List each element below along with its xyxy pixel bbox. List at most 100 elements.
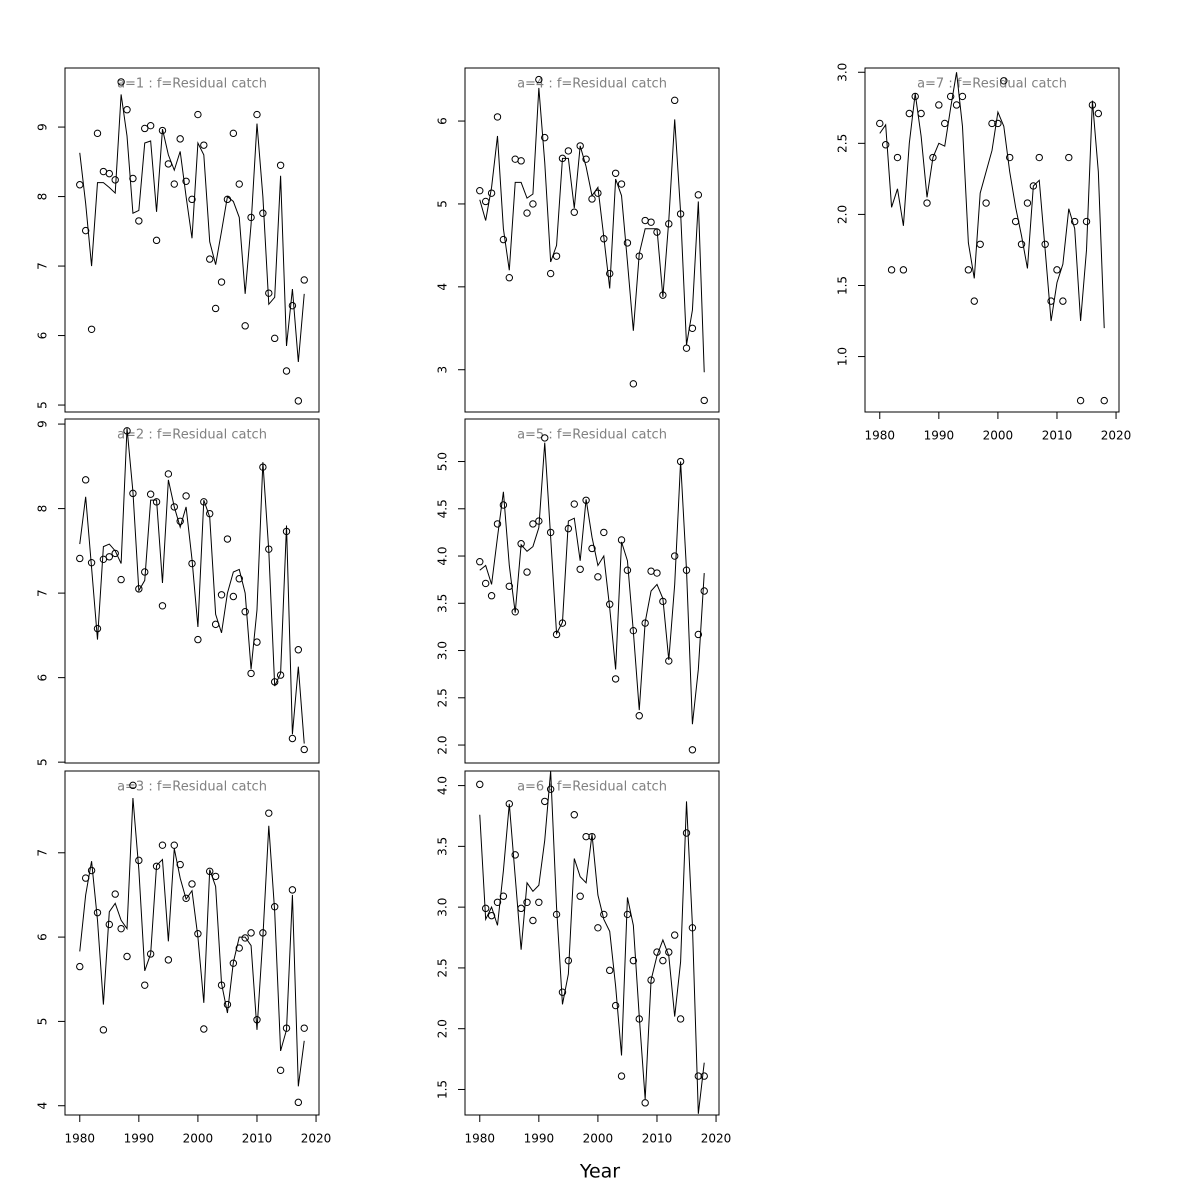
data-point — [982, 199, 990, 207]
y-tick-label: 6 — [36, 933, 50, 941]
data-point — [300, 1024, 308, 1032]
data-point — [294, 397, 303, 405]
y-tick-label: 3.5 — [436, 594, 450, 613]
data-point — [694, 191, 703, 199]
y-tick-label: 3.0 — [436, 898, 450, 917]
panel-title: a=2 : f=Residual catch — [117, 428, 267, 443]
y-tick-label: 3 — [436, 366, 450, 374]
data-point — [300, 745, 308, 754]
data-point — [558, 988, 567, 996]
x-tick-label: 1980 — [464, 1132, 495, 1146]
y-tick-label: 2.5 — [436, 688, 450, 707]
data-point — [493, 113, 502, 121]
y-tick-label: 9 — [36, 420, 50, 428]
x-tick-label: 1980 — [864, 429, 895, 443]
data-point — [123, 952, 131, 961]
panel: a=6 : f=Residual catch 1.5 2.0 2.5 3.0 3.5 4.0… — [436, 770, 732, 1146]
x-tick-label: 2000 — [583, 1132, 614, 1146]
x-tick-label: 2010 — [642, 1132, 673, 1146]
data-point — [876, 119, 884, 128]
x-tick-label: 2010 — [242, 1132, 273, 1146]
data-point — [970, 297, 978, 305]
data-point — [282, 367, 291, 375]
data-point — [594, 573, 602, 581]
data-point — [923, 199, 931, 207]
data-point — [1035, 153, 1043, 162]
data-point — [588, 832, 596, 841]
data-point — [259, 209, 267, 217]
data-point — [594, 924, 602, 932]
fitted-line — [79, 94, 305, 363]
x-tick-label: 1990 — [524, 1132, 555, 1146]
y-tick-label: 3.0 — [436, 641, 450, 660]
data-point — [682, 344, 691, 352]
data-point — [182, 492, 190, 500]
y-tick-label: 2.5 — [836, 134, 850, 153]
data-point — [994, 119, 1002, 128]
data-point — [694, 630, 703, 639]
data-point — [1070, 217, 1079, 226]
x-tick-label: 2000 — [183, 1132, 214, 1146]
data-point — [564, 147, 573, 155]
data-point — [600, 528, 608, 537]
data-point — [517, 157, 525, 165]
data-point — [481, 579, 490, 588]
data-point — [158, 602, 167, 610]
data-point — [188, 195, 196, 204]
data-point — [641, 1099, 649, 1107]
data-point — [146, 490, 155, 498]
data-point — [653, 569, 661, 577]
data-point — [123, 105, 131, 114]
fitted-line — [79, 428, 305, 744]
x-tick-label: 1990 — [124, 1132, 155, 1146]
data-point — [964, 266, 973, 274]
data-point — [253, 110, 261, 119]
data-point — [206, 255, 214, 263]
data-point — [546, 269, 555, 278]
panel-title: a=6 : f=Residual catch — [517, 780, 667, 795]
y-tick-label: 7 — [36, 262, 50, 270]
data-point — [223, 1000, 232, 1009]
data-point — [170, 841, 178, 849]
panel-title: a=1 : f=Residual catch — [117, 77, 267, 92]
data-point — [523, 898, 531, 906]
y-tick-label: 3.0 — [836, 63, 850, 82]
data-point — [1006, 153, 1014, 162]
x-tick-label: 2020 — [701, 1132, 732, 1146]
data-point — [111, 176, 119, 184]
data-point — [1100, 396, 1108, 405]
x-tick-label: 2000 — [983, 429, 1014, 443]
data-point — [893, 153, 902, 162]
data-point — [911, 92, 919, 101]
data-point — [541, 434, 549, 442]
data-point — [211, 304, 220, 313]
data-point — [288, 734, 297, 743]
data-point — [564, 956, 573, 965]
data-point — [117, 78, 125, 86]
y-tick-label: 2.5 — [436, 958, 450, 977]
data-point — [76, 554, 84, 563]
data-point — [294, 1098, 303, 1107]
data-point — [629, 380, 638, 388]
data-point — [946, 92, 955, 101]
data-point — [276, 161, 285, 169]
data-point — [194, 110, 202, 119]
data-point — [700, 587, 708, 595]
y-tick-label: 1.5 — [436, 1080, 450, 1099]
panel-title: a=7 : f=Residual catch — [917, 77, 1067, 92]
data-point — [182, 894, 190, 903]
data-point — [493, 520, 502, 528]
data-point — [235, 180, 243, 188]
data-point — [541, 133, 549, 142]
data-point — [582, 155, 590, 163]
data-point — [158, 841, 167, 849]
data-point — [499, 235, 508, 244]
data-point — [81, 226, 90, 235]
panel: a=5 : f=Residual catch 2.0 2.5 3.0 3.5 4.0 4.5… — [436, 418, 720, 764]
y-tick-label: 7 — [36, 589, 50, 597]
data-point — [623, 239, 632, 247]
y-tick-label: 8 — [36, 505, 50, 513]
